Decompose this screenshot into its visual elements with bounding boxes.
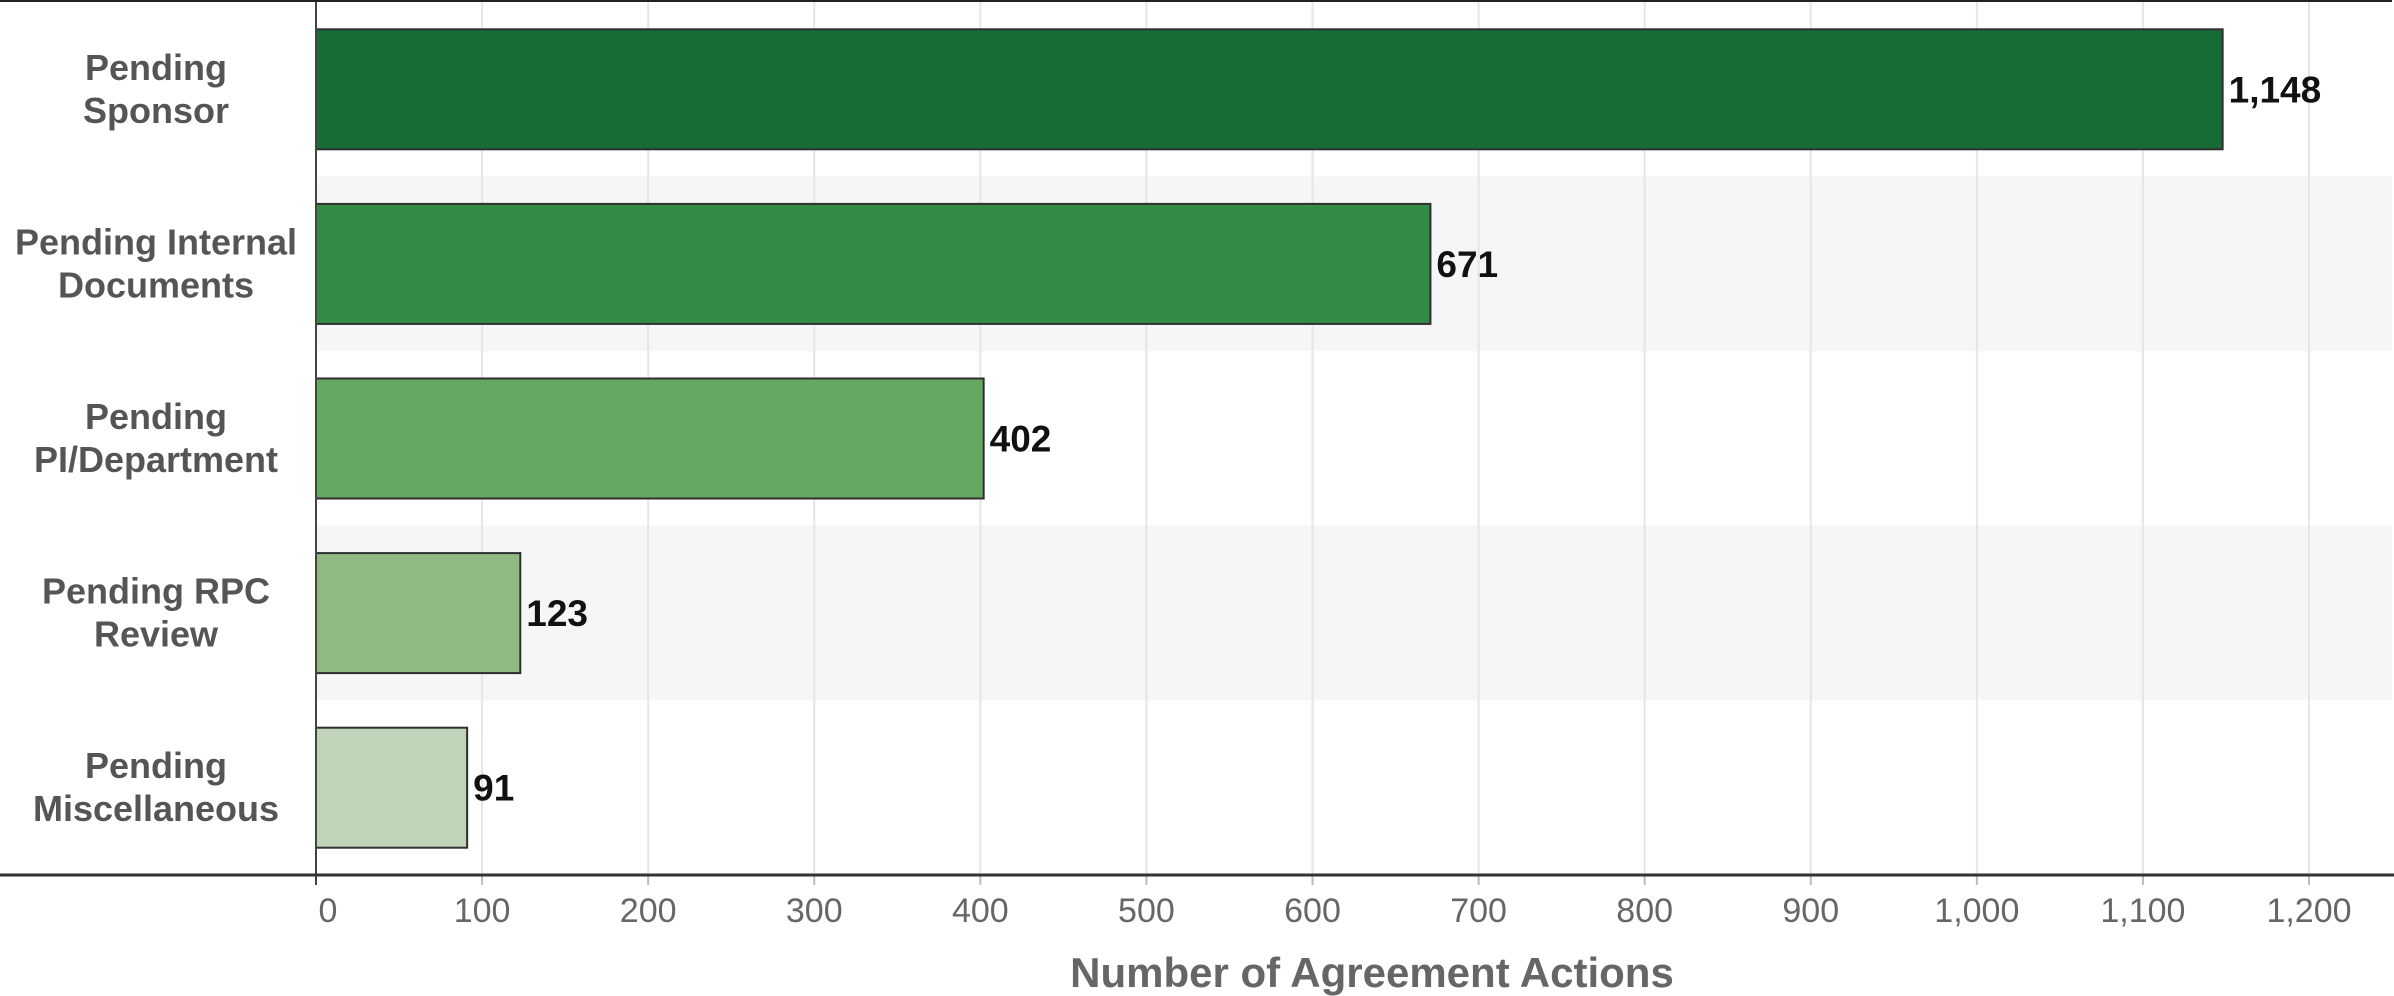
category-labels: Pending Sponsor Pending Internal Documents P… bbox=[15, 47, 297, 829]
bar bbox=[315, 726, 469, 849]
category-label: Pending PI/Department bbox=[34, 396, 278, 480]
x-tick-label: 0 bbox=[319, 892, 338, 930]
bar bbox=[315, 202, 1432, 325]
x-tick-label: 300 bbox=[786, 892, 843, 930]
x-tick-labels: 0 100 200 300 400 500 600 700 800 900 1,000 1,100 1,… bbox=[319, 892, 2352, 930]
category-label: Pending Miscellaneous bbox=[33, 745, 279, 829]
bar bbox=[315, 28, 2224, 151]
x-tick-label: 1,200 bbox=[2266, 892, 2351, 930]
x-tick-label: 900 bbox=[1782, 892, 1839, 930]
value-label: 91 bbox=[473, 768, 514, 809]
x-axis-title: Number of Agreement Actions bbox=[1070, 949, 1674, 996]
row-band bbox=[316, 525, 2392, 701]
x-tick-label: 100 bbox=[454, 892, 511, 930]
x-tick-label: 1,100 bbox=[2100, 892, 2185, 930]
bar bbox=[315, 552, 522, 675]
value-label: 671 bbox=[1436, 244, 1498, 285]
value-label: 123 bbox=[526, 593, 588, 634]
axes bbox=[0, 0, 2394, 885]
x-tick-label: 1,000 bbox=[1934, 892, 2019, 930]
x-tick-label: 600 bbox=[1284, 892, 1341, 930]
value-label: 1,148 bbox=[2229, 69, 2322, 110]
x-tick-label: 200 bbox=[620, 892, 677, 930]
category-label: Pending Sponsor bbox=[83, 47, 229, 131]
category-label: Pending Internal Documents bbox=[15, 221, 297, 305]
x-tick-label: 500 bbox=[1118, 892, 1175, 930]
value-label: 402 bbox=[990, 419, 1052, 460]
category-label: Pending RPC Review bbox=[42, 571, 270, 655]
x-tick-label: 700 bbox=[1450, 892, 1507, 930]
bars bbox=[315, 28, 2224, 849]
x-tick-label: 400 bbox=[952, 892, 1009, 930]
bar bbox=[315, 377, 985, 500]
x-tick-label: 800 bbox=[1616, 892, 1673, 930]
value-labels: 1,148 671 402 123 91 bbox=[473, 69, 2321, 808]
